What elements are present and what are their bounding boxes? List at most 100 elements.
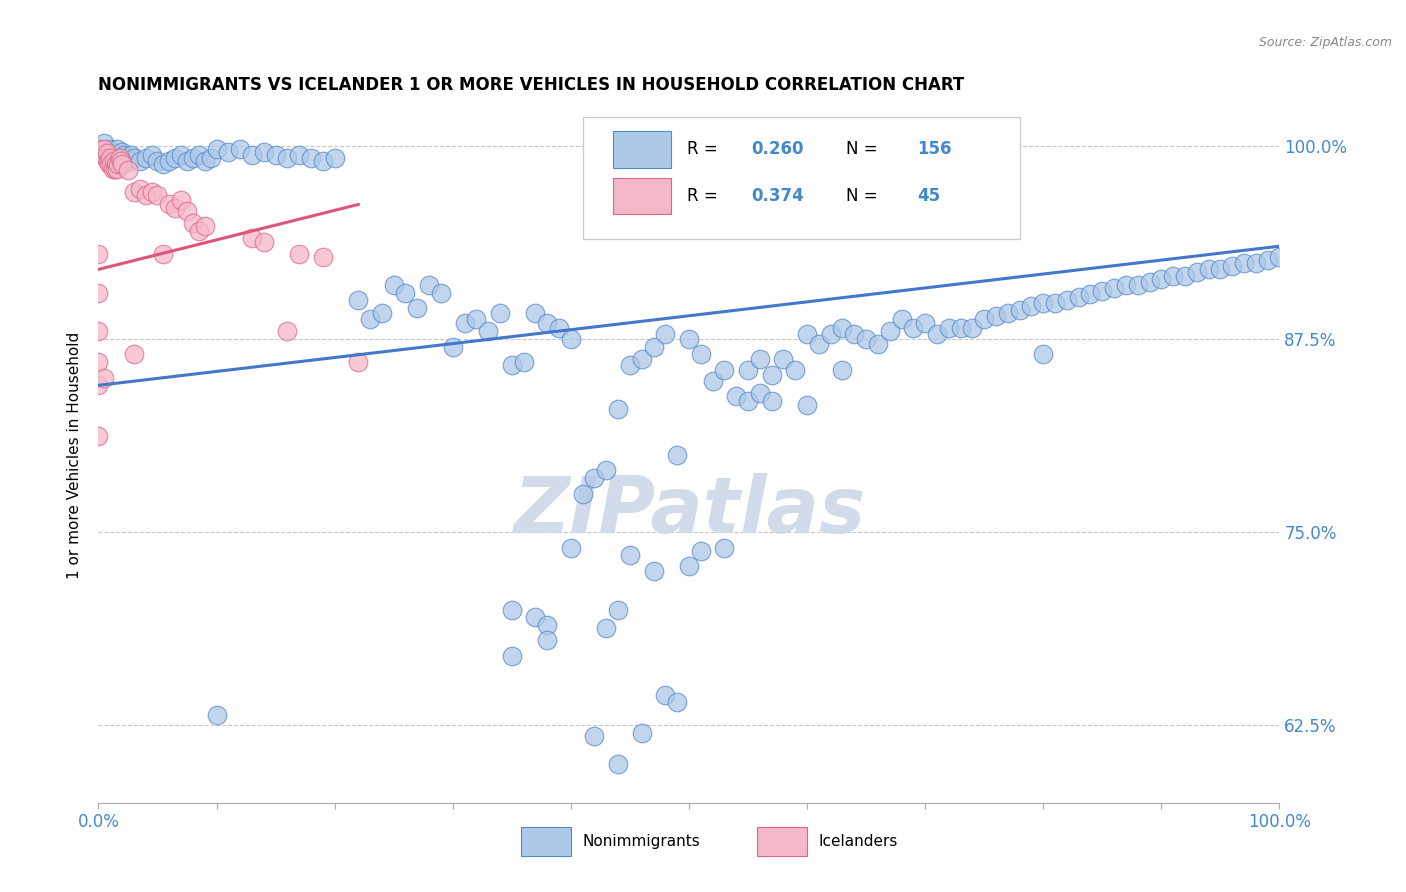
Y-axis label: 1 or more Vehicles in Household: 1 or more Vehicles in Household <box>67 331 83 579</box>
Point <box>135 188 157 202</box>
Point <box>560 332 582 346</box>
Point <box>630 352 652 367</box>
Point <box>1115 277 1137 292</box>
Point <box>1209 262 1232 277</box>
Point <box>855 332 877 346</box>
Point <box>98 157 121 171</box>
Point <box>146 188 169 202</box>
Point <box>101 161 124 176</box>
Point <box>1043 296 1066 310</box>
Point <box>441 340 464 354</box>
Point <box>689 347 711 361</box>
Text: 45: 45 <box>917 187 941 205</box>
Point <box>135 151 157 165</box>
Point <box>890 311 912 326</box>
Point <box>87 378 110 392</box>
Point <box>371 306 394 320</box>
Point <box>583 471 606 485</box>
Point <box>938 321 960 335</box>
Point <box>524 610 547 624</box>
Point <box>984 309 1007 323</box>
FancyBboxPatch shape <box>758 827 807 856</box>
Point <box>630 726 652 740</box>
Point <box>128 154 150 169</box>
Point <box>141 185 163 199</box>
Point <box>785 363 807 377</box>
Point <box>1102 281 1125 295</box>
Point <box>288 247 311 261</box>
Point <box>453 317 475 331</box>
Point <box>725 389 748 403</box>
Point <box>312 250 335 264</box>
Point <box>176 154 198 169</box>
Point <box>1150 271 1173 285</box>
Point <box>820 327 842 342</box>
Point <box>152 247 174 261</box>
Point <box>141 148 163 162</box>
Point <box>914 317 936 331</box>
Point <box>240 148 263 162</box>
Point <box>1091 284 1114 298</box>
Point <box>146 154 169 169</box>
Point <box>748 386 770 401</box>
Point <box>187 148 209 162</box>
Point <box>1174 268 1197 283</box>
Point <box>107 157 129 171</box>
Point <box>87 355 110 369</box>
Point <box>418 277 440 292</box>
Point <box>997 306 1019 320</box>
Point <box>253 235 276 249</box>
Point <box>170 193 193 207</box>
Point <box>844 327 866 342</box>
Point <box>713 363 735 377</box>
Text: Icelanders: Icelanders <box>818 834 898 849</box>
Point <box>1032 296 1054 310</box>
Point <box>831 363 853 377</box>
Point <box>1185 265 1208 279</box>
Point <box>1056 293 1078 308</box>
Point <box>121 148 143 162</box>
Text: Nonimmigrants: Nonimmigrants <box>582 834 700 849</box>
Point <box>1067 290 1090 304</box>
Point <box>359 311 381 326</box>
Point <box>382 277 405 292</box>
Point <box>772 352 794 367</box>
Point <box>925 327 948 342</box>
Text: R =: R = <box>686 187 723 205</box>
Point <box>1032 347 1054 361</box>
Point <box>607 757 630 772</box>
Point <box>666 695 689 709</box>
Point <box>678 559 700 574</box>
Text: R =: R = <box>686 140 723 159</box>
Point <box>866 336 889 351</box>
Point <box>654 327 676 342</box>
Point <box>93 136 115 150</box>
Point <box>477 324 499 338</box>
Text: 156: 156 <box>917 140 952 159</box>
Point <box>689 543 711 558</box>
Point <box>93 142 115 156</box>
Text: N =: N = <box>846 187 883 205</box>
Point <box>949 321 972 335</box>
Point <box>264 148 287 162</box>
Point <box>110 154 132 169</box>
Point <box>737 363 759 377</box>
Point <box>643 340 665 354</box>
Point <box>104 161 127 176</box>
Point <box>98 151 121 165</box>
Point <box>831 321 853 335</box>
Point <box>1220 260 1243 274</box>
Point <box>583 729 606 743</box>
Point <box>903 321 925 335</box>
Point <box>87 142 110 156</box>
Point <box>103 154 125 169</box>
Point <box>1198 262 1220 277</box>
Point <box>288 148 311 162</box>
Point <box>1080 287 1102 301</box>
Point <box>571 486 593 500</box>
Point <box>654 688 676 702</box>
Point <box>619 358 641 372</box>
Point <box>229 142 252 156</box>
Point <box>560 541 582 555</box>
Point <box>761 368 783 382</box>
